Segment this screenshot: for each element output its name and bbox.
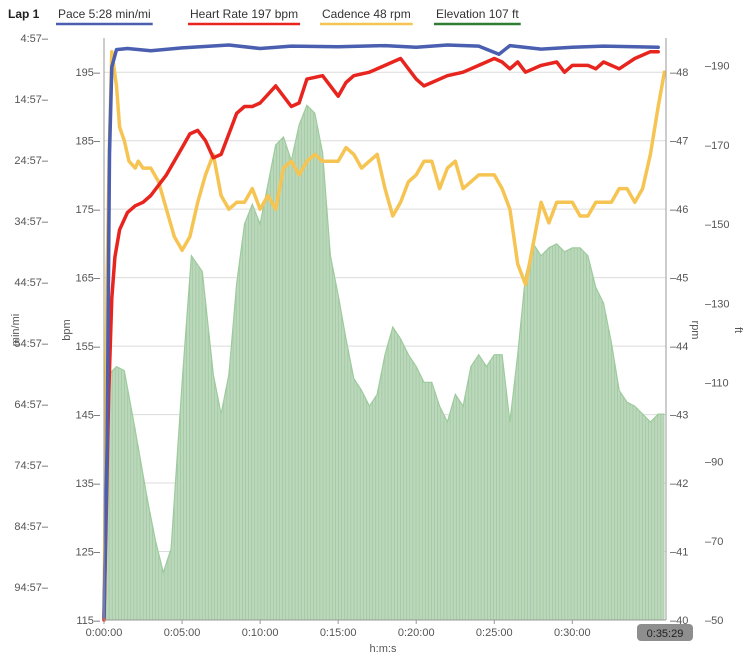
heart-rate-line — [102, 49, 660, 622]
elevation-tick-label: –170 — [705, 140, 729, 152]
cadence-tick-label: –44 — [670, 341, 688, 353]
x-axis-title: h:m:s — [370, 643, 397, 655]
x-tick-label: 0:20:00 — [398, 627, 435, 639]
cursor-time-badge[interactable]: 0:35:29 — [637, 624, 693, 641]
elevation-tick-label: –70 — [705, 536, 723, 548]
cadence-tick-label: –41 — [670, 547, 688, 559]
legend-item-pace[interactable]: Pace 5:28 min/mi — [58, 7, 151, 21]
pace-tick-label: 24:57– — [14, 155, 49, 167]
elevation-tick-label: –150 — [705, 219, 729, 231]
pace-tick-label: 94:57– — [14, 582, 49, 594]
elevation-series — [104, 104, 665, 621]
x-tick-label: 0:05:00 — [164, 627, 201, 639]
hr-tick-label: 115– — [76, 615, 101, 627]
cadence-tick-label: –48 — [670, 67, 688, 79]
pace-tick-label: 34:57– — [14, 216, 49, 228]
pace-tick-label: 44:57– — [14, 277, 49, 289]
cursor-time-text: 0:35:29 — [647, 628, 684, 640]
hr-tick-label: 195– — [76, 67, 101, 79]
hr-tick-label: 135– — [76, 478, 101, 490]
pace-line — [102, 43, 660, 619]
elevation-tick-label: –190 — [705, 61, 729, 73]
x-tick-label: 0:15:00 — [320, 627, 357, 639]
x-tick-label: 0:30:00 — [554, 627, 591, 639]
legend-item-heart-rate[interactable]: Heart Rate 197 bpm — [190, 7, 298, 21]
hr-tick-label: 125– — [76, 547, 101, 559]
pace-tick-label: 4:57– — [20, 33, 48, 45]
elevation-tick-label: –130 — [705, 298, 729, 310]
elevation-tick-label: –110 — [705, 377, 729, 389]
pace-tick-label: 84:57– — [14, 521, 49, 533]
elevation-outline — [104, 104, 665, 575]
legend-item-elevation[interactable]: Elevation 107 ft — [436, 7, 519, 21]
cadence-tick-label: –45 — [670, 273, 688, 285]
cadence-line — [102, 49, 667, 622]
elevation-tick-label: –50 — [705, 615, 723, 627]
hr-tick-label: 165– — [76, 273, 101, 285]
cadence-tick-label: –47 — [670, 136, 688, 148]
elevation-stripes — [105, 105, 665, 620]
hr-axis-title: bpm — [61, 319, 73, 340]
cadence-tick-label: –42 — [670, 478, 688, 490]
line-series — [102, 43, 667, 622]
lap-label: Lap 1 — [8, 7, 40, 21]
hr-tick-label: 185– — [76, 136, 101, 148]
legend-item-cadence[interactable]: Cadence 48 rpm — [322, 7, 411, 21]
pace-tick-label: 54:57– — [14, 338, 49, 350]
cadence-tick-label: –46 — [670, 204, 688, 216]
hr-tick-label: 145– — [76, 410, 101, 422]
elevation-axis-title: ft — [732, 327, 744, 333]
hr-tick-label: 155– — [76, 341, 101, 353]
x-tick-label: 0:25:00 — [476, 627, 513, 639]
cadence-axis-title: rpm — [689, 321, 701, 340]
elevation-tick-label: –90 — [705, 457, 723, 469]
legend: Pace 5:28 min/mi Heart Rate 197 bpm Cadenc… — [56, 7, 521, 26]
pace-axis-title: min/mi — [10, 314, 22, 346]
pace-tick-label: 64:57– — [14, 399, 49, 411]
pace-tick-label: 14:57– — [14, 94, 49, 106]
pace-tick-label: 74:57– — [14, 460, 49, 472]
cadence-tick-label: –43 — [670, 410, 688, 422]
x-tick-label: 0:00:00 — [86, 627, 123, 639]
hr-tick-label: 175– — [76, 204, 101, 216]
x-tick-label: 0:10:00 — [242, 627, 279, 639]
